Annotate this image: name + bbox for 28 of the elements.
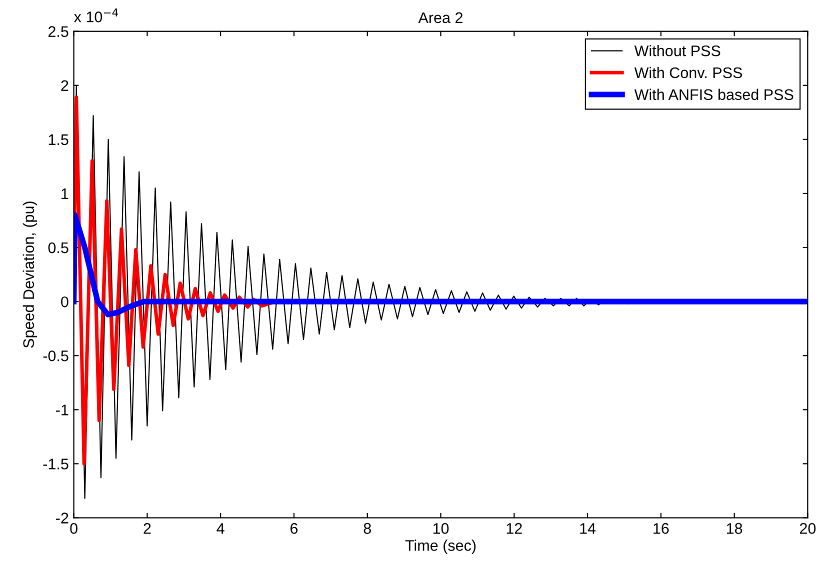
y-tick-label: 0.5 xyxy=(48,242,68,254)
x-tick-label: 20 xyxy=(800,523,816,534)
y-tick-label: -1 xyxy=(56,404,68,416)
y-axis-title: Speed Deviation, (pu) xyxy=(22,202,38,348)
y-tick-label: 1 xyxy=(62,188,68,199)
chart-title: Area 2 xyxy=(418,12,462,24)
y-tick-label: 0 xyxy=(61,296,68,308)
x-tick-label: 6 xyxy=(290,523,298,534)
y-tick-label: 2 xyxy=(61,80,68,91)
x-axis-title: Time (sec) xyxy=(405,540,476,554)
y-tick-label: 2.5 xyxy=(48,26,68,37)
x-tick-label: 2 xyxy=(144,523,151,534)
legend-label: With ANFIS based PSS xyxy=(634,88,794,100)
x-tick-label: 8 xyxy=(364,523,371,534)
x-tick-label: 0 xyxy=(70,523,78,534)
y-tick-label: -0.5 xyxy=(43,350,68,362)
y-tick-label: -2 xyxy=(56,512,68,524)
y-tick-label: 1.5 xyxy=(48,134,68,146)
x-tick-label: 12 xyxy=(506,523,522,534)
text: x 10$^{−4}$ xyxy=(74,8,118,22)
legend-label: Without PSS xyxy=(634,45,720,56)
legend-label: With Conv. PSS xyxy=(634,66,742,78)
x-tick-label: 14 xyxy=(580,523,596,534)
x-tick-label: 16 xyxy=(654,523,669,534)
x-tick-label: 4 xyxy=(216,523,224,534)
y-tick-label: -1.5 xyxy=(43,458,68,470)
x-tick-label: 18 xyxy=(726,523,742,534)
x-tick-label: 10 xyxy=(433,523,449,534)
